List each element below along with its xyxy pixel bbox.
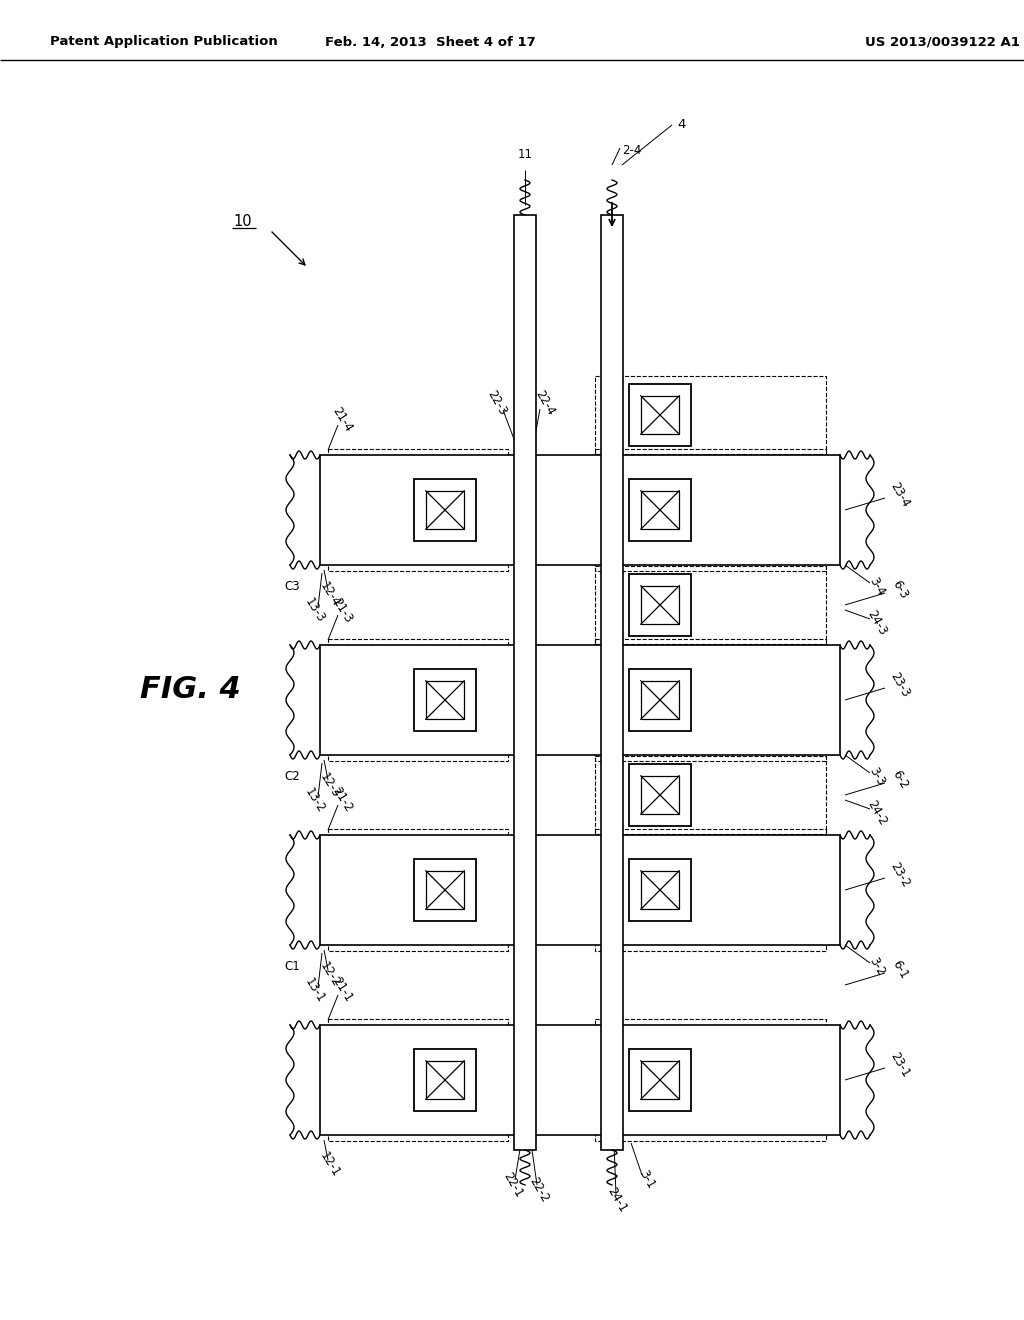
Text: US 2013/0039122 A1: US 2013/0039122 A1: [864, 36, 1020, 49]
Text: 3-2: 3-2: [866, 956, 888, 978]
Bar: [328, 639, 508, 762]
Bar: [601, 215, 623, 1150]
Text: 6-2: 6-2: [890, 768, 910, 792]
Bar: [414, 1049, 476, 1111]
Text: 3-1: 3-1: [637, 1168, 657, 1192]
Text: 23-1: 23-1: [888, 1051, 912, 1080]
Text: 3-4: 3-4: [866, 576, 888, 598]
Bar: [328, 449, 508, 572]
Text: FIG. 4: FIG. 4: [140, 676, 241, 705]
Bar: [426, 1061, 464, 1100]
Text: Feb. 14, 2013  Sheet 4 of 17: Feb. 14, 2013 Sheet 4 of 17: [325, 36, 536, 49]
Bar: [319, 1026, 840, 1135]
Bar: [641, 396, 679, 434]
Bar: [629, 1049, 691, 1111]
Bar: [641, 681, 679, 719]
Text: 23-3: 23-3: [888, 671, 912, 700]
Text: 13-1: 13-1: [302, 975, 328, 1005]
Bar: [641, 871, 679, 909]
Bar: [328, 1019, 508, 1140]
Text: C1: C1: [285, 961, 300, 974]
Bar: [414, 859, 476, 921]
Bar: [595, 1019, 826, 1140]
Bar: [629, 574, 691, 636]
Bar: [595, 756, 826, 834]
Bar: [426, 491, 464, 529]
Text: 21-3: 21-3: [330, 595, 354, 624]
Text: 12-1: 12-1: [317, 1150, 343, 1180]
Text: 21-4: 21-4: [330, 405, 354, 434]
Text: Patent Application Publication: Patent Application Publication: [50, 36, 278, 49]
Text: 12-3: 12-3: [317, 770, 343, 800]
Text: C3: C3: [285, 581, 300, 594]
Bar: [414, 479, 476, 541]
Text: 24-3: 24-3: [864, 609, 889, 638]
Bar: [629, 669, 691, 731]
Bar: [319, 455, 840, 565]
Bar: [414, 669, 476, 731]
Text: 10: 10: [233, 214, 252, 230]
Bar: [629, 859, 691, 921]
Text: 21-2: 21-2: [330, 785, 354, 814]
Bar: [595, 449, 826, 572]
Bar: [514, 215, 536, 1150]
Bar: [426, 871, 464, 909]
Text: 21-1: 21-1: [330, 975, 354, 1005]
Text: 22-2: 22-2: [526, 1175, 551, 1205]
Text: 4: 4: [677, 119, 685, 132]
Bar: [641, 1061, 679, 1100]
Text: 22-4: 22-4: [532, 388, 557, 418]
Text: 22-1: 22-1: [501, 1170, 525, 1200]
Bar: [319, 645, 840, 755]
Bar: [328, 829, 508, 950]
Bar: [426, 681, 464, 719]
Text: 12-4: 12-4: [317, 581, 343, 610]
Text: 13-3: 13-3: [302, 595, 328, 624]
Bar: [595, 829, 826, 950]
Text: 11: 11: [517, 149, 532, 161]
Bar: [629, 764, 691, 826]
Bar: [595, 376, 826, 454]
Bar: [641, 776, 679, 814]
Text: 24-2: 24-2: [864, 799, 890, 828]
Bar: [641, 586, 679, 624]
Bar: [629, 479, 691, 541]
Bar: [629, 384, 691, 446]
Bar: [595, 639, 826, 762]
Text: 6-1: 6-1: [890, 958, 910, 982]
Text: 12-2: 12-2: [317, 960, 343, 990]
Text: 13-2: 13-2: [302, 785, 328, 814]
Text: C2: C2: [285, 771, 300, 784]
Text: 2-4: 2-4: [622, 144, 641, 157]
Text: 22-3: 22-3: [484, 388, 509, 418]
Text: 6-3: 6-3: [890, 578, 910, 602]
Text: 3-3: 3-3: [866, 766, 888, 788]
Bar: [641, 491, 679, 529]
Text: 23-2: 23-2: [888, 861, 912, 890]
Text: 24-1: 24-1: [604, 1185, 630, 1214]
Bar: [595, 566, 826, 644]
Bar: [319, 836, 840, 945]
Text: 23-4: 23-4: [888, 480, 912, 510]
